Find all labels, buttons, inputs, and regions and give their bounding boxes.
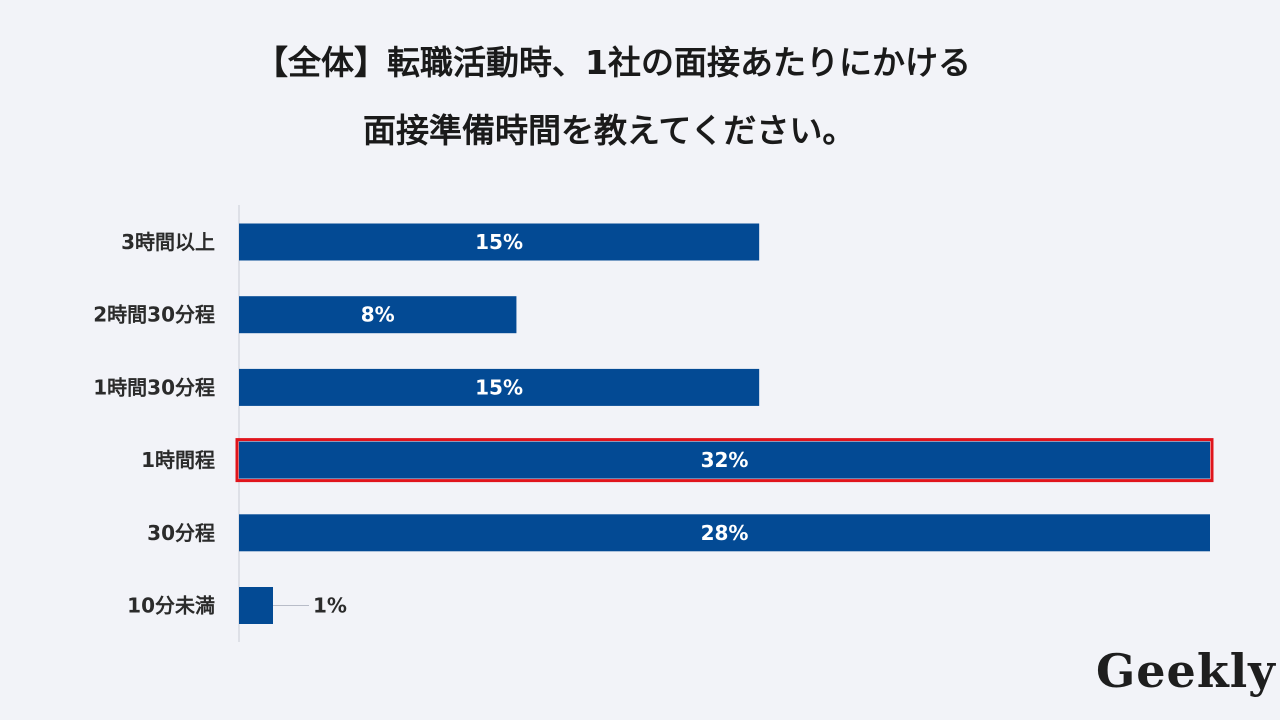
bar <box>239 296 517 334</box>
category-label: 3時間以上 <box>121 230 215 254</box>
bar <box>239 223 760 261</box>
geekly-logo: Geekly <box>1096 644 1276 698</box>
bar <box>239 441 1210 479</box>
bar-value-label: 8% <box>361 303 395 327</box>
bar <box>239 368 760 406</box>
chart-title-line-1: 【全体】転職活動時、1社の面接あたりにかける <box>255 43 971 82</box>
bar <box>239 587 273 624</box>
category-label: 10分未満 <box>127 594 215 618</box>
chart-title-line-2: 面接準備時間を教えてください。 <box>363 111 856 150</box>
bar-value-label: 15% <box>475 375 523 399</box>
bar <box>239 514 1210 552</box>
bar-value-label: 1% <box>313 594 347 618</box>
category-label: 2時間30分程 <box>93 303 215 327</box>
bar-value-label: 28% <box>701 521 749 545</box>
bar-value-label: 32% <box>701 448 749 472</box>
category-label: 1時間程 <box>141 448 215 472</box>
category-label: 30分程 <box>147 521 215 545</box>
category-label: 1時間30分程 <box>93 375 215 399</box>
highlight-frame <box>235 438 1214 483</box>
bar-value-label: 15% <box>475 230 523 254</box>
